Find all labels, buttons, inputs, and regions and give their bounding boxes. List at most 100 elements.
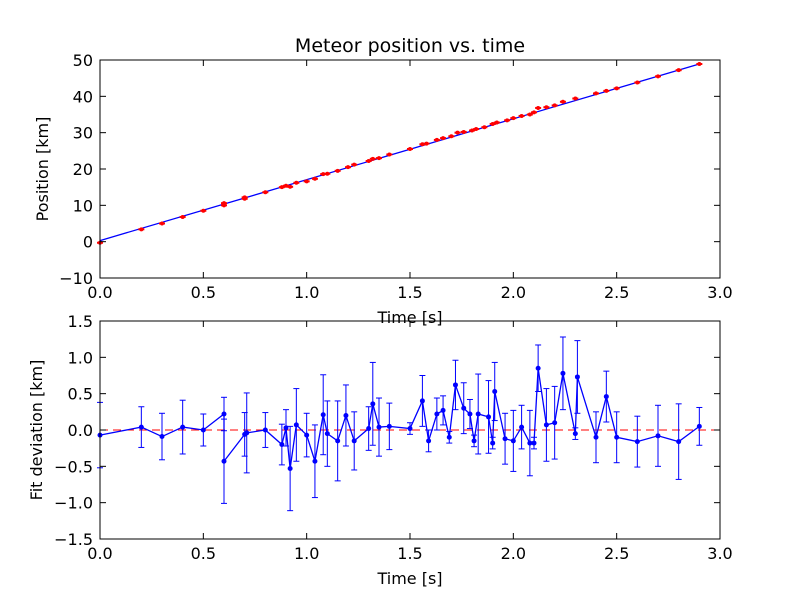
deviation-point (320, 412, 326, 418)
data-point (461, 129, 466, 134)
x-tick-label: 0.5 (191, 283, 216, 302)
deviation-point (452, 382, 458, 388)
data-point (180, 214, 185, 219)
deviation-point (574, 374, 580, 380)
data-point (139, 227, 144, 232)
deviation-point (475, 411, 481, 417)
data-point (505, 118, 510, 123)
data-point (335, 168, 340, 173)
y-axis-label: Position [km] (33, 117, 52, 222)
x-tick-label: 2.0 (501, 544, 526, 563)
data-point (573, 96, 578, 101)
x-axis-label: Time [s] (376, 569, 442, 588)
x-tick-label: 3.0 (707, 544, 732, 563)
data-point (552, 103, 557, 108)
deviation-point (287, 466, 293, 472)
data-point (420, 142, 425, 147)
deviation-point (279, 442, 285, 448)
data-point (614, 86, 619, 91)
deviation-point (376, 424, 382, 430)
data-point (544, 105, 549, 110)
deviation-point (490, 440, 496, 446)
deviation-point (200, 427, 206, 433)
deviation-point (283, 425, 289, 431)
y-tick-label: −1.0 (54, 494, 93, 513)
data-point (635, 80, 640, 85)
y-tick-label: 20 (73, 160, 93, 179)
deviation-point (471, 438, 477, 444)
deviation-point (335, 438, 341, 444)
data-point (536, 105, 541, 110)
deviation-point (351, 438, 357, 444)
deviation-point (138, 424, 144, 430)
y-tick-label: 40 (73, 87, 93, 106)
data-point (370, 156, 375, 161)
data-point (560, 99, 565, 104)
x-tick-label: 1.5 (397, 544, 422, 563)
data-point (676, 68, 681, 73)
deviation-point (696, 423, 702, 429)
deviation-point (262, 427, 268, 433)
deviation-ticks: 0.0 0.5 1.0 1.5 2.0 2.5 3.0 −1.5 −1.0 −0.5 0.0 0.5 1… (54, 312, 733, 563)
data-point (474, 127, 479, 132)
deviation-point (221, 458, 227, 464)
data-point (441, 136, 446, 141)
deviation-point (467, 411, 473, 417)
deviation-point (244, 430, 250, 436)
y-tick-label: 50 (73, 51, 93, 70)
data-point (424, 141, 429, 146)
deviation-point (486, 414, 492, 420)
deviation-point (386, 423, 392, 429)
deviation-point (531, 440, 537, 446)
data-point (387, 152, 392, 157)
deviation-point (366, 426, 372, 432)
data-point (656, 74, 660, 79)
data-point (470, 128, 474, 133)
deviation-point (312, 458, 318, 464)
deviation-point (343, 412, 349, 418)
data-point (160, 221, 164, 226)
data-point (482, 125, 487, 130)
position-data-layer (97, 61, 703, 245)
x-tick-label: 2.5 (604, 283, 629, 302)
y-axis-label: Fit deviation [km] (27, 360, 46, 501)
data-point (304, 179, 309, 184)
x-tick-label: 1.0 (294, 283, 319, 302)
data-point (377, 156, 381, 161)
deviation-point (159, 434, 165, 440)
deviation-point (293, 422, 299, 428)
data-point (312, 176, 317, 181)
data-point (494, 120, 499, 125)
deviation-point (527, 440, 533, 446)
y-tick-label: 0.5 (68, 385, 93, 404)
data-point (321, 172, 326, 177)
x-tick-label: 0.5 (191, 544, 216, 563)
data-point (201, 208, 206, 213)
chart-title: Meteor position vs. time (295, 35, 525, 57)
deviation-point (434, 411, 440, 417)
y-tick-label: −1.5 (54, 530, 93, 549)
data-point (408, 147, 412, 152)
deviation-point (221, 411, 227, 417)
y-tick-label: −0.5 (54, 457, 93, 476)
deviation-point (603, 394, 609, 400)
data-point (594, 91, 598, 96)
deviation-chart: 0.0 0.5 1.0 1.5 2.0 2.5 3.0 −1.5 −1.0 −0.5 0.0 0.5 1… (27, 312, 733, 588)
deviation-point (572, 431, 578, 437)
data-point (434, 137, 439, 142)
deviation-point (324, 431, 330, 437)
deviation-point (440, 407, 446, 413)
x-axis-label: Time [s] (376, 308, 442, 327)
deviation-point (655, 433, 661, 439)
data-point (325, 171, 330, 176)
position-chart: Meteor position vs. time 0.0 0.5 1.0 1.5 2.0… (33, 35, 733, 327)
data-point (604, 88, 609, 93)
deviation-point (419, 398, 425, 404)
deviation-point (510, 438, 516, 444)
deviation-point (634, 439, 640, 445)
y-tick-label: 0.0 (68, 421, 93, 440)
deviation-point (614, 434, 620, 440)
x-tick-label: 3.0 (707, 283, 732, 302)
